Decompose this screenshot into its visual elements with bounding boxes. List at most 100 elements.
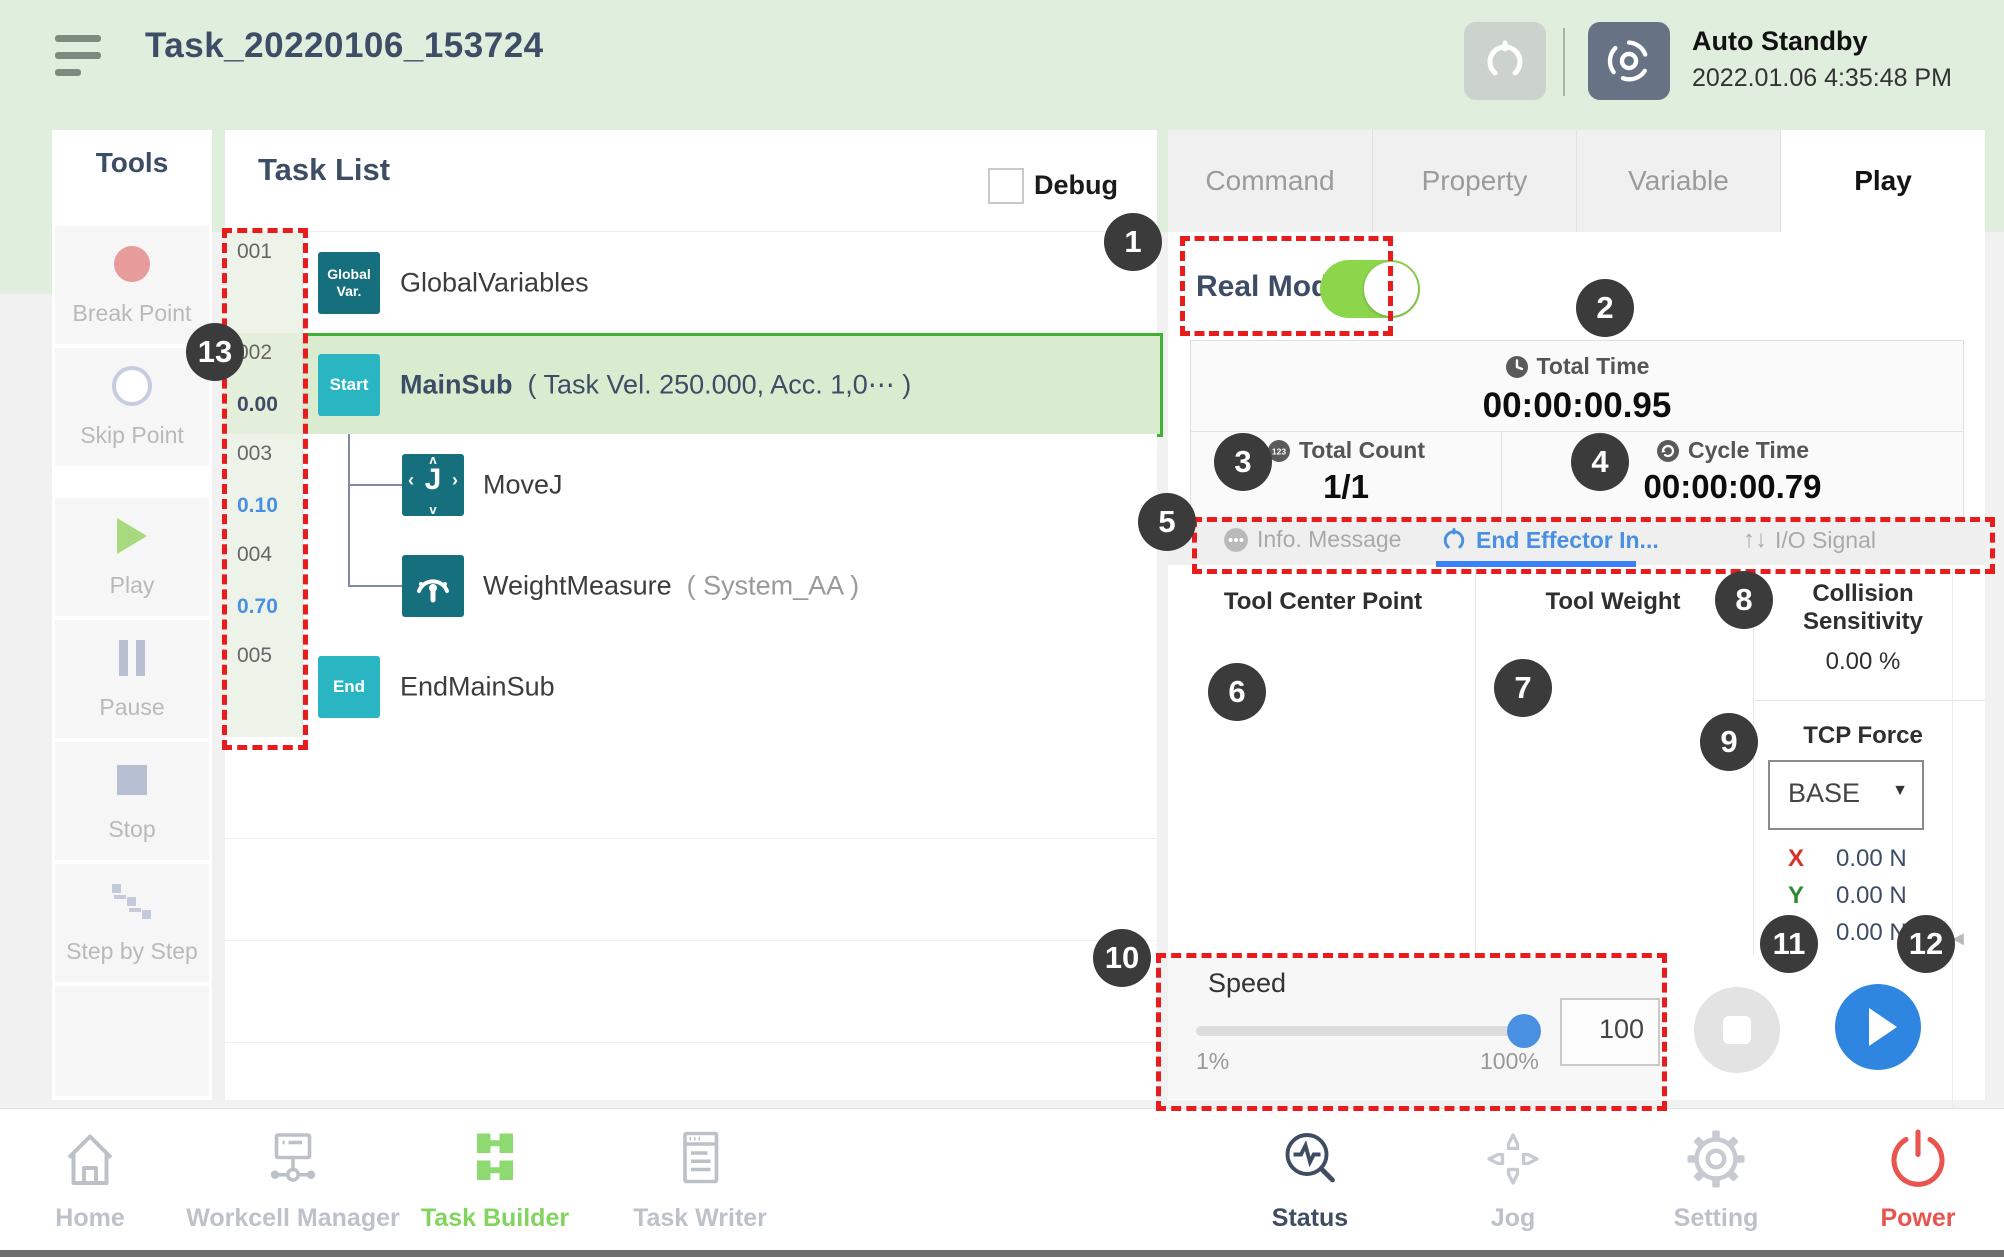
debug-label: Debug bbox=[1034, 170, 1118, 200]
nav-home[interactable]: Home bbox=[0, 1123, 200, 1233]
task-row-weightmeasure[interactable]: 004 0.70 WeightMeasure ( System_AA ) bbox=[225, 535, 1157, 637]
active-subtab-underline bbox=[1436, 561, 1636, 567]
tools-play-button[interactable]: Play bbox=[55, 498, 209, 616]
force-row-z: 0.00 N bbox=[1836, 919, 1907, 946]
nav-workcell-manager[interactable]: Workcell Manager bbox=[183, 1123, 403, 1233]
row-number-cell: 001 bbox=[225, 232, 303, 333]
header-divider bbox=[1563, 28, 1565, 96]
speed-value-input[interactable]: 100 bbox=[1560, 998, 1660, 1066]
mode-button[interactable] bbox=[1588, 22, 1670, 100]
total-time-label: Total Time bbox=[1536, 353, 1650, 379]
tools-pause-button[interactable]: Pause bbox=[55, 620, 209, 738]
collision-sensitivity-value: 0.00 % bbox=[1825, 648, 1901, 675]
debug-checkbox[interactable] bbox=[988, 168, 1024, 204]
task-row-empty bbox=[225, 737, 1157, 839]
task-writer-icon bbox=[683, 1131, 719, 1184]
tools-pause-label: Pause bbox=[99, 694, 165, 720]
bottom-screen-strip bbox=[0, 1250, 2004, 1257]
breakpoint-label: Break Point bbox=[72, 300, 192, 326]
row-label: MoveJ bbox=[483, 469, 563, 499]
panel-edge-line bbox=[1952, 567, 1953, 1230]
play-triangle-icon bbox=[1869, 1008, 1897, 1046]
tools-stop-label: Stop bbox=[108, 816, 156, 842]
speed-max-label: 100% bbox=[1480, 1048, 1539, 1074]
breakpoint-button[interactable]: Break Point bbox=[55, 226, 209, 344]
task-row-globalvariables[interactable]: 001 Global Var. GlobalVariables bbox=[225, 232, 1157, 334]
task-row-endmainsub[interactable]: 005 End EndMainSub bbox=[225, 636, 1157, 738]
bottom-navigation: Home Workcell Manager bbox=[0, 1108, 2004, 1251]
tcp-force-frame-select[interactable]: BASE ▼ bbox=[1768, 760, 1924, 830]
stop-run-button[interactable] bbox=[1694, 987, 1780, 1073]
total-count-value: 1/1 bbox=[1323, 467, 1369, 505]
row-time: 0.10 bbox=[237, 494, 278, 517]
task-header-divider bbox=[225, 231, 1157, 232]
nav-status[interactable]: Status bbox=[1200, 1123, 1420, 1233]
status-icon bbox=[1285, 1133, 1335, 1183]
tool-center-point-header: Tool Center Point bbox=[1223, 588, 1423, 615]
chevron-down-icon: ▼ bbox=[1892, 782, 1908, 799]
row-number: 005 bbox=[237, 644, 273, 667]
toggle-knob bbox=[1364, 262, 1418, 316]
total-count-label: Total Count bbox=[1298, 437, 1426, 463]
jog-icon bbox=[1487, 1133, 1539, 1185]
weight-measure-icon bbox=[402, 554, 464, 617]
row-number-cell: 004 0.70 bbox=[225, 535, 303, 636]
row-number-cell: 005 bbox=[225, 636, 303, 737]
menu-icon[interactable] bbox=[55, 33, 121, 79]
start-icon: Start bbox=[318, 354, 380, 416]
clock-icon bbox=[1505, 355, 1528, 378]
panel-collapse-icon[interactable]: ◄ bbox=[1948, 928, 1968, 950]
subtab-info-message[interactable]: Info. Message bbox=[1223, 526, 1401, 553]
step-by-step-label: Step by Step bbox=[66, 938, 198, 964]
tab-play[interactable]: Play bbox=[1781, 130, 1985, 232]
task-row-mainsub-selected[interactable]: 002 0.00 Start MainSub ( Task Vel. 250.0… bbox=[225, 333, 1163, 437]
row-number: 004 bbox=[237, 543, 273, 566]
row-label: EndMainSub bbox=[400, 671, 555, 701]
step-by-step-button[interactable]: Step by Step bbox=[55, 864, 209, 982]
real-mode-toggle[interactable] bbox=[1320, 260, 1420, 318]
stop-icon bbox=[117, 765, 147, 795]
nav-setting[interactable]: Setting bbox=[1606, 1123, 1826, 1233]
nav-power[interactable]: Power bbox=[1808, 1123, 2004, 1233]
row-label: MainSub ( Task Vel. 250.000, Acc. 1,0⋯ ) bbox=[400, 369, 912, 400]
speed-slider-track[interactable] bbox=[1196, 1026, 1536, 1036]
tcp-force-header: TCP Force bbox=[1803, 722, 1923, 749]
right-column-divider bbox=[1753, 700, 1985, 701]
row-time: 0.70 bbox=[237, 595, 278, 618]
subtab-end-effector[interactable]: End Effector In... bbox=[1440, 526, 1659, 554]
tab-command[interactable]: Command bbox=[1168, 130, 1373, 232]
page-title: Task_20220106_153724 bbox=[145, 26, 544, 65]
play-run-button[interactable] bbox=[1835, 984, 1921, 1070]
svg-text:123: 123 bbox=[1272, 446, 1286, 456]
tab-property[interactable]: Property bbox=[1373, 130, 1577, 232]
task-list-title: Task List bbox=[258, 152, 391, 187]
home-icon bbox=[67, 1134, 113, 1185]
nav-task-writer[interactable]: Task Writer bbox=[590, 1123, 810, 1233]
nav-setting-label: Setting bbox=[1673, 1204, 1759, 1232]
gripper-button[interactable] bbox=[1464, 22, 1546, 100]
count-123-icon: 123 bbox=[1267, 439, 1290, 462]
skip-point-button[interactable]: Skip Point bbox=[55, 348, 209, 466]
nav-jog[interactable]: Jog bbox=[1403, 1123, 1623, 1233]
robot-status-label: Auto Standby bbox=[1692, 26, 1868, 56]
collision-sensitivity-header: Collision Sensitivity bbox=[1802, 580, 1924, 635]
cycle-time-cell: Cycle Time 00:00:00.79 bbox=[1502, 431, 1963, 518]
row-number: 002 bbox=[237, 341, 273, 364]
column-divider bbox=[1475, 567, 1476, 955]
frame-selected-value: BASE bbox=[1788, 778, 1861, 808]
subtab-io-signal[interactable]: ↑↓ I/O Signal bbox=[1743, 526, 1876, 553]
task-builder-icon bbox=[477, 1133, 513, 1180]
nav-task-builder[interactable]: Task Builder bbox=[385, 1123, 605, 1233]
speed-value: 100 bbox=[1598, 1014, 1644, 1044]
tab-variable[interactable]: Variable bbox=[1577, 130, 1781, 232]
tools-stop-button[interactable]: Stop bbox=[55, 742, 209, 860]
left-background-strip bbox=[0, 232, 52, 294]
cycle-time-icon bbox=[1656, 439, 1679, 462]
speed-slider-knob[interactable] bbox=[1507, 1014, 1541, 1048]
nav-home-label: Home bbox=[55, 1204, 125, 1232]
cycle-time-label: Cycle Time bbox=[1687, 437, 1810, 463]
gripper-icon bbox=[1487, 40, 1523, 76]
speed-min-label: 1% bbox=[1196, 1048, 1230, 1074]
info-message-icon bbox=[1224, 527, 1248, 552]
